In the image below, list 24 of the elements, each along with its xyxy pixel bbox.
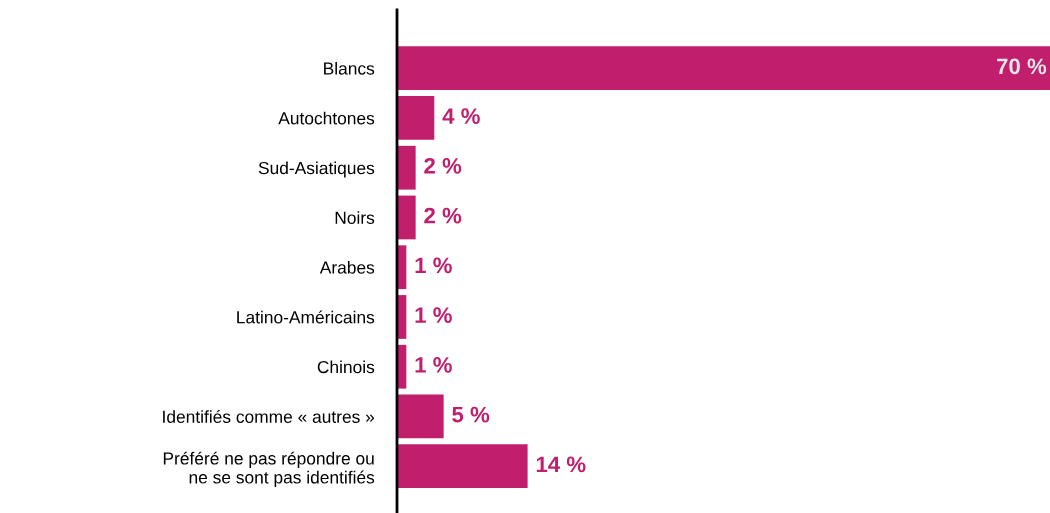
data-label: 2 % xyxy=(424,157,462,174)
y-tick-label: Noirs xyxy=(335,211,375,224)
bar xyxy=(397,145,416,190)
y-tick-label: Blancs xyxy=(324,61,375,75)
bar xyxy=(397,195,416,240)
y-tick-label: Sud-Asiatiques xyxy=(258,161,375,178)
bar xyxy=(397,444,528,489)
bar xyxy=(397,46,1050,91)
y-tick-label: Latino-Américains xyxy=(237,310,375,324)
data-label: 1 % xyxy=(415,257,452,274)
y-tick-label: Identifiés comme « autres » xyxy=(163,409,375,423)
data-label: 5 % xyxy=(452,406,490,423)
bar xyxy=(397,394,444,439)
data-label: 1 % xyxy=(415,357,452,373)
data-label: 2 % xyxy=(424,207,462,224)
y-tick-label: Arabes xyxy=(319,260,375,274)
y-tick-label: Chinois xyxy=(317,360,375,374)
bar xyxy=(397,96,435,140)
data-label: 1 % xyxy=(415,307,452,323)
y-tick-label: Préféré ne pas répondre ou ne se sont pas identifiés xyxy=(163,451,375,487)
data-label: 70 % xyxy=(997,58,1047,75)
data-label: 14 % xyxy=(536,456,586,473)
data-label: 4 % xyxy=(442,108,480,124)
y-tick-label: Autochtones xyxy=(278,111,375,125)
